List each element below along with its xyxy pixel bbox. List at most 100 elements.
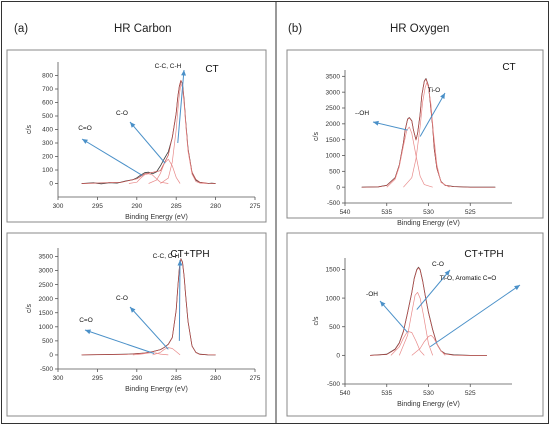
peak-annotation-label: Ti-O, Aromatic C=O <box>440 275 497 282</box>
fit-envelope-line <box>81 79 216 184</box>
x-tick-label: 530 <box>423 209 434 216</box>
peak-annotation-label: C=O <box>79 317 93 324</box>
x-tick-label: 525 <box>465 390 476 397</box>
y-tick-label: 100 <box>42 167 53 174</box>
x-tick-label: 530 <box>423 390 434 397</box>
peak-annotation-label: --OH <box>355 110 369 117</box>
chart-0: 300 295 290 285 280 275 0 100 200 300 400 500 600 700… <box>26 62 261 221</box>
annotation-arrowhead <box>130 307 136 313</box>
y-tick-label: 3000 <box>39 268 54 275</box>
panel-b-heading: HR Oxygen <box>390 23 449 35</box>
chart-box-b-ctph <box>286 232 544 417</box>
y-tick-label: -500 <box>40 366 53 373</box>
component-peak <box>411 334 446 356</box>
charts-layer: 300 295 290 285 280 275 0 100 200 300 400 500 600 700… <box>26 62 521 408</box>
x-tick-label: 295 <box>92 203 103 210</box>
y-tick-label: 1500 <box>326 137 341 144</box>
annotation-arrow-line <box>129 306 169 350</box>
y-tick-label: 2500 <box>39 282 54 289</box>
sample-label: CT+TPH <box>170 249 209 260</box>
annotation-arrow-line <box>81 138 143 176</box>
peak-annotation-label: C-C, C-H <box>155 63 182 70</box>
y-tick-label: 2000 <box>326 121 341 128</box>
x-axis-label: Binding Energy (eV) <box>125 214 188 221</box>
y-tick-label: 2000 <box>39 296 54 303</box>
x-tick-label: 285 <box>171 203 182 210</box>
annotation-arrowhead <box>130 122 136 128</box>
x-tick-label: 300 <box>53 203 64 210</box>
x-tick-label: 535 <box>381 209 392 216</box>
x-tick-label: 280 <box>210 203 221 210</box>
x-tick-label: 290 <box>131 203 142 210</box>
annotation-arrow-line <box>429 284 521 348</box>
annotation-arrow-line <box>372 121 408 131</box>
peak-annotation-label: C-O <box>116 295 128 302</box>
x-axis-label: Binding Energy (eV) <box>125 386 188 393</box>
annotation-arrowhead <box>85 329 91 335</box>
x-tick-label: 535 <box>381 390 392 397</box>
panel-b-letter: (b) <box>288 23 302 35</box>
annotation-arrowhead <box>380 301 386 307</box>
x-tick-label: 525 <box>465 209 476 216</box>
y-tick-label: 800 <box>42 73 53 80</box>
y-axis-label: c/s <box>313 132 320 141</box>
annotation-arrowhead <box>177 260 183 266</box>
annotation-arrow-line <box>178 259 181 341</box>
component-peak <box>386 126 433 188</box>
y-tick-label: 0 <box>336 184 340 191</box>
sample-label: CT <box>502 62 515 73</box>
annotation-arrow-line <box>416 269 451 310</box>
y-tick-label: 3000 <box>326 89 341 96</box>
peak-annotation-label: -OH <box>366 291 378 298</box>
peak-annotation-label: C-C, C-H <box>153 253 180 260</box>
x-tick-label: 280 <box>210 375 221 382</box>
peak-annotation-label: Ti-O <box>428 87 440 94</box>
y-tick-label: -500 <box>327 200 340 207</box>
annotation-arrowhead <box>181 70 186 76</box>
annotation-arrowhead <box>440 93 445 99</box>
y-tick-label: 1500 <box>326 267 341 274</box>
annotation-arrowhead <box>373 120 379 126</box>
y-tick-label: 0 <box>49 181 53 188</box>
chart-box-a-ctph <box>6 232 267 417</box>
x-tick-label: 295 <box>92 375 103 382</box>
y-tick-label: 700 <box>42 86 53 93</box>
y-tick-label: 3500 <box>39 254 54 261</box>
x-tick-label: 285 <box>171 375 182 382</box>
component-peak <box>403 82 450 188</box>
annotation-arrow-line <box>419 92 446 137</box>
annotation-arrow-line <box>84 329 155 354</box>
y-tick-label: 400 <box>42 127 53 134</box>
y-tick-label: 600 <box>42 100 53 107</box>
x-tick-label: 540 <box>340 390 351 397</box>
y-tick-label: 0 <box>336 353 340 360</box>
annotation-arrow-line <box>177 69 185 144</box>
component-peak <box>128 173 169 184</box>
chart-3: 540 535 530 525 -500 0 500 1000 1500 Binding Ener… <box>313 249 521 408</box>
peak-annotation-label: C-O <box>116 110 128 117</box>
x-axis-label: Binding Energy (eV) <box>397 401 460 408</box>
x-tick-label: 540 <box>340 209 351 216</box>
y-tick-label: 3500 <box>326 74 341 81</box>
chart-box-b-ct <box>286 49 544 219</box>
y-tick-label: 200 <box>42 154 53 161</box>
annotation-arrowhead <box>82 139 88 144</box>
chart-1: 300 295 290 285 280 275 -500 0 500 1000 1500 2000 25… <box>26 248 261 393</box>
x-tick-label: 300 <box>53 375 64 382</box>
y-tick-label: 300 <box>42 140 53 147</box>
y-tick-label: 500 <box>42 113 53 120</box>
y-tick-label: -500 <box>327 381 340 388</box>
y-tick-label: 500 <box>329 324 340 331</box>
y-tick-label: 500 <box>42 338 53 345</box>
peak-annotation-label: C-O <box>432 261 444 268</box>
x-tick-label: 290 <box>131 375 142 382</box>
fit-envelope-line <box>81 258 216 356</box>
y-tick-label: 2500 <box>326 105 341 112</box>
fit-envelope-line <box>370 267 487 356</box>
peak-annotation-label: C=O <box>78 125 92 132</box>
y-tick-label: 1000 <box>39 324 54 331</box>
chart-box-a-ct <box>6 49 267 223</box>
x-tick-label: 275 <box>250 203 261 210</box>
